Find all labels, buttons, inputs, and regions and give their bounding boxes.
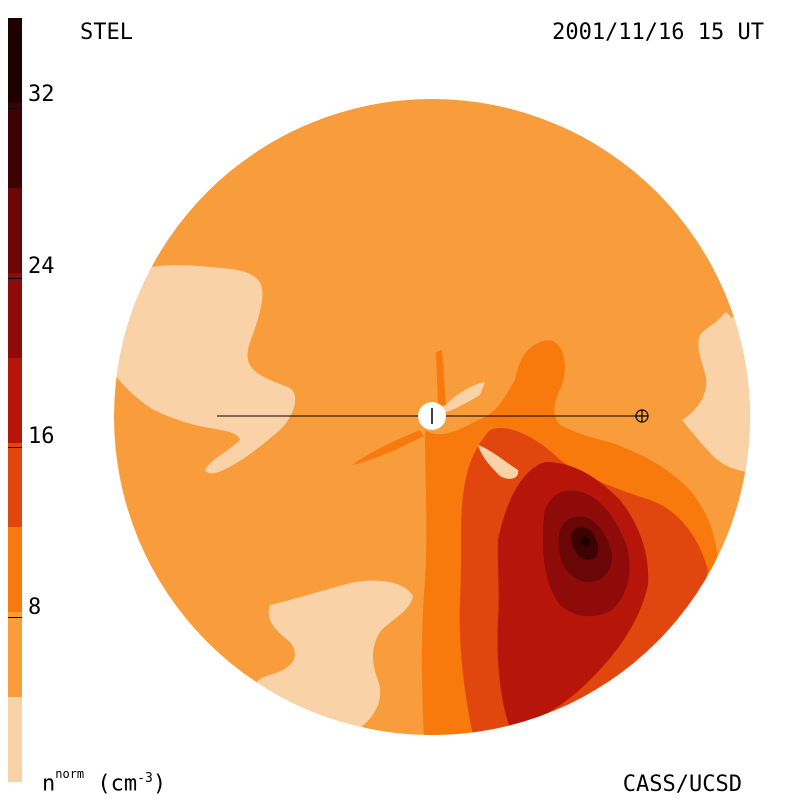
colorbar-label-32: 32 (28, 82, 55, 107)
low-density-region-east (682, 317, 750, 472)
colorbar-segment (8, 102, 22, 188)
colorbar-segment (8, 18, 22, 103)
low-density-region-south (246, 580, 413, 735)
sun-ribbon (478, 445, 519, 479)
colorbar-label-24: 24 (28, 254, 55, 279)
sun-streamer-north (436, 350, 446, 405)
colorbar-label-8: 8 (28, 595, 42, 620)
instrument-title: STEL (80, 20, 133, 45)
colorbar-label-16: 16 (28, 424, 55, 449)
units-superscript: norm (55, 767, 85, 781)
credit-label: CASS/UCSD (622, 772, 742, 797)
sun-marker (418, 402, 446, 430)
colorbar (8, 18, 22, 783)
units-exponent: -3 (137, 771, 153, 786)
colorbar-segment (8, 442, 22, 528)
sun-streamer-west (352, 430, 424, 465)
colorbar-tick (8, 447, 22, 449)
units-paren-close: ) (152, 771, 167, 797)
earth-marker (635, 409, 649, 423)
colorbar-tick (8, 617, 22, 619)
units-symbol: n (42, 771, 56, 797)
low-density-region-west (114, 265, 296, 474)
colorbar-segment (8, 527, 22, 613)
colorbar-segment (8, 272, 22, 358)
sun-streamer-ne (440, 382, 485, 414)
plume-level-7 (580, 536, 590, 547)
colorbar-tick (8, 277, 22, 279)
colorbar-segment (8, 357, 22, 443)
colorbar-segment (8, 187, 22, 273)
colorbar-tick (8, 107, 22, 109)
colorbar-units: nnorm (cm-3) (42, 768, 167, 797)
low-density-region-north-east (716, 312, 732, 326)
colorbar-segment (8, 697, 22, 783)
timestamp: 2001/11/16 15 UT (552, 20, 764, 45)
colorbar-segment (8, 612, 22, 698)
units-paren-open: (cm (97, 771, 138, 797)
